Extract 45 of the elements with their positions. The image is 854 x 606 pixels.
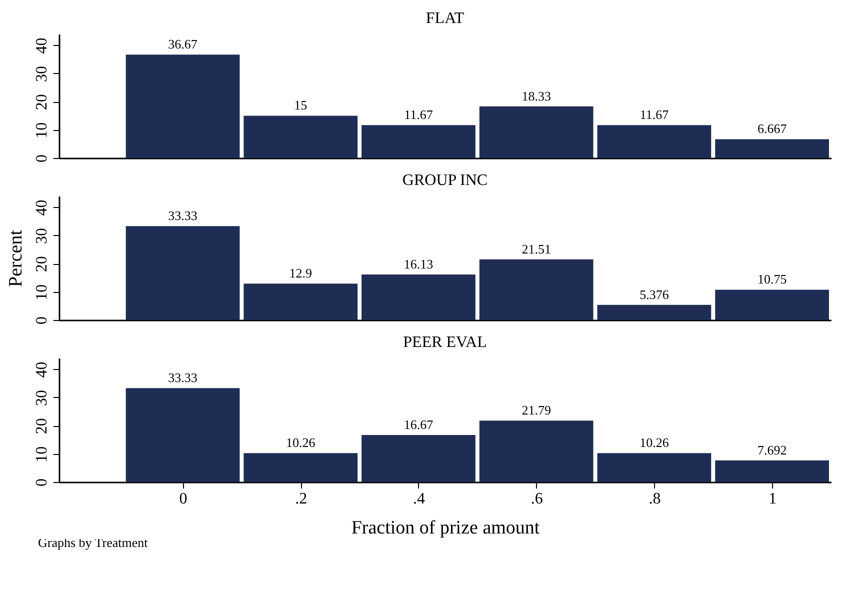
data-label: 16.67 — [404, 417, 434, 432]
data-label: 33.33 — [168, 208, 198, 224]
y-tick-label: 10 — [34, 284, 50, 300]
x-axis-title: Fraction of prize amount — [351, 518, 540, 538]
text: Graphs by Treatment — [38, 535, 148, 550]
data-label: 10.26 — [286, 435, 316, 450]
data-label: 6.667 — [757, 121, 788, 136]
y-tick-label: 40 — [34, 38, 50, 54]
data-label: 36.67 — [168, 36, 198, 52]
y-tick-label: 0 — [34, 154, 50, 162]
y-tick-label: 40 — [34, 362, 50, 378]
y-tick-label: 40 — [34, 200, 50, 216]
chart-title: PEER EVAL — [403, 334, 487, 351]
x-tick-label: 0 — [179, 490, 188, 508]
y-tick-label: 20 — [34, 256, 50, 272]
data-label: 21.79 — [522, 402, 551, 418]
y-tick-label: 10 — [34, 122, 50, 138]
y-tick-label: 0 — [34, 316, 50, 324]
y-tick-label: 10 — [34, 446, 50, 462]
data-label: 15 — [294, 98, 308, 113]
x-tick-label: .8 — [648, 490, 661, 508]
y-tick-label: 0 — [34, 478, 50, 486]
y-tick-label: 30 — [34, 228, 50, 244]
data-label: 7.692 — [757, 442, 787, 458]
y-axis-title: Percent — [6, 229, 26, 287]
y-tick-label: 20 — [34, 418, 50, 434]
data-label: 12.9 — [289, 266, 312, 281]
x-tick-label: .4 — [412, 490, 425, 508]
y-tick-label: 30 — [34, 390, 50, 406]
x-tick-label: .6 — [530, 490, 543, 508]
data-label: 18.33 — [522, 88, 551, 104]
data-label: 21.51 — [522, 241, 551, 256]
data-label: 5.376 — [640, 286, 670, 302]
chart-title: GROUP INC — [402, 172, 488, 189]
data-label: 33.33 — [168, 370, 198, 386]
data-label: 11.67 — [640, 107, 670, 122]
chart-title: FLAT — [426, 10, 464, 27]
data-label: 10.26 — [640, 435, 670, 450]
x-tick-label: 1 — [768, 490, 777, 508]
x-tick-label: .2 — [295, 490, 308, 508]
data-label: 11.67 — [404, 107, 434, 122]
y-tick-label: 30 — [34, 66, 50, 82]
data-label: 16.13 — [404, 256, 434, 272]
y-tick-label: 20 — [34, 94, 50, 110]
data-label: 10.75 — [757, 272, 787, 287]
